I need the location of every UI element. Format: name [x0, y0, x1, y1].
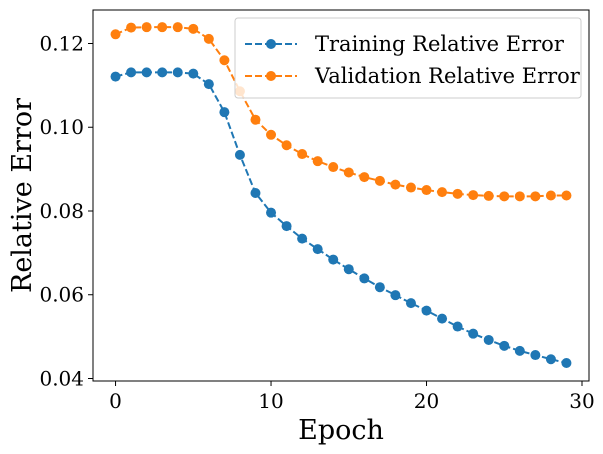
data-point [405, 182, 416, 193]
data-point [483, 190, 494, 201]
data-point [312, 156, 323, 167]
data-point [266, 129, 277, 140]
data-point [374, 282, 385, 293]
data-point [561, 190, 572, 201]
data-point [141, 22, 152, 33]
data-point [219, 107, 230, 118]
data-point [126, 22, 137, 33]
data-point [281, 221, 292, 232]
data-point [250, 187, 261, 198]
data-point [172, 67, 183, 78]
data-point [328, 162, 339, 173]
x-tick-label: 0 [109, 389, 122, 413]
data-point [297, 149, 308, 160]
legend-entry-2: Validation Relative Error [245, 64, 581, 88]
legend-label: Training Relative Error [315, 32, 565, 56]
data-point [266, 207, 277, 218]
data-point [514, 345, 525, 356]
series-2 [110, 22, 572, 202]
data-point [343, 264, 354, 275]
data-point [203, 79, 214, 90]
x-axis-title: Epoch [298, 415, 384, 446]
data-point [312, 244, 323, 255]
data-point [390, 290, 401, 301]
data-point [483, 334, 494, 345]
data-point [561, 357, 572, 368]
data-point [530, 350, 541, 361]
legend-entry-1: Training Relative Error [245, 32, 565, 56]
data-point [110, 71, 121, 82]
legend-box [234, 17, 582, 99]
y-tick-label: 0.08 [39, 199, 84, 223]
y-tick-label: 0.04 [39, 366, 84, 390]
data-point [343, 167, 354, 178]
y-axis: 0.04 0.06 0.08 0.10 0.12 [39, 31, 93, 390]
data-point [374, 175, 385, 186]
x-tick-label: 30 [569, 389, 594, 413]
legend-marker [266, 71, 276, 81]
data-point [250, 114, 261, 125]
series-1 [110, 67, 572, 368]
data-point [203, 33, 214, 44]
data-point [172, 22, 183, 33]
data-point [234, 149, 245, 160]
data-point [405, 298, 416, 309]
data-point [328, 254, 339, 265]
data-point [297, 233, 308, 244]
data-point [126, 67, 137, 78]
data-point [421, 305, 432, 316]
plot-frame [92, 9, 590, 382]
data-point [452, 188, 463, 199]
data-point [188, 23, 199, 34]
data-point [499, 191, 510, 202]
data-point [281, 140, 292, 151]
data-point [499, 340, 510, 351]
data-point [390, 179, 401, 190]
data-point [545, 354, 556, 365]
data-point [157, 67, 168, 78]
legend-marker [266, 39, 276, 49]
series-layer [110, 22, 572, 368]
data-point [157, 22, 168, 33]
data-point [421, 185, 432, 196]
data-point [141, 67, 152, 78]
legend-label: Validation Relative Error [314, 64, 581, 88]
y-tick-label: 0.10 [39, 115, 84, 139]
x-tick-label: 20 [414, 389, 439, 413]
data-point [110, 29, 121, 40]
x-tick-label: 10 [258, 389, 283, 413]
x-axis: 0 10 20 30 [109, 381, 595, 413]
data-point [219, 55, 230, 66]
data-point [468, 190, 479, 201]
data-point [188, 68, 199, 79]
legend-entries: Training Relative Error Validation Relati… [245, 32, 581, 88]
data-point [514, 191, 525, 202]
y-tick-label: 0.12 [39, 31, 84, 55]
data-point [437, 313, 448, 324]
legend: Training Relative Error Validation Relati… [234, 17, 582, 99]
data-point [359, 273, 370, 284]
y-axis-title: Relative Error [7, 98, 38, 293]
y-tick-label: 0.06 [39, 283, 84, 307]
data-point [545, 190, 556, 201]
data-point [437, 187, 448, 198]
data-point [359, 172, 370, 183]
data-point [468, 328, 479, 339]
data-point [452, 321, 463, 332]
data-point [530, 191, 541, 202]
